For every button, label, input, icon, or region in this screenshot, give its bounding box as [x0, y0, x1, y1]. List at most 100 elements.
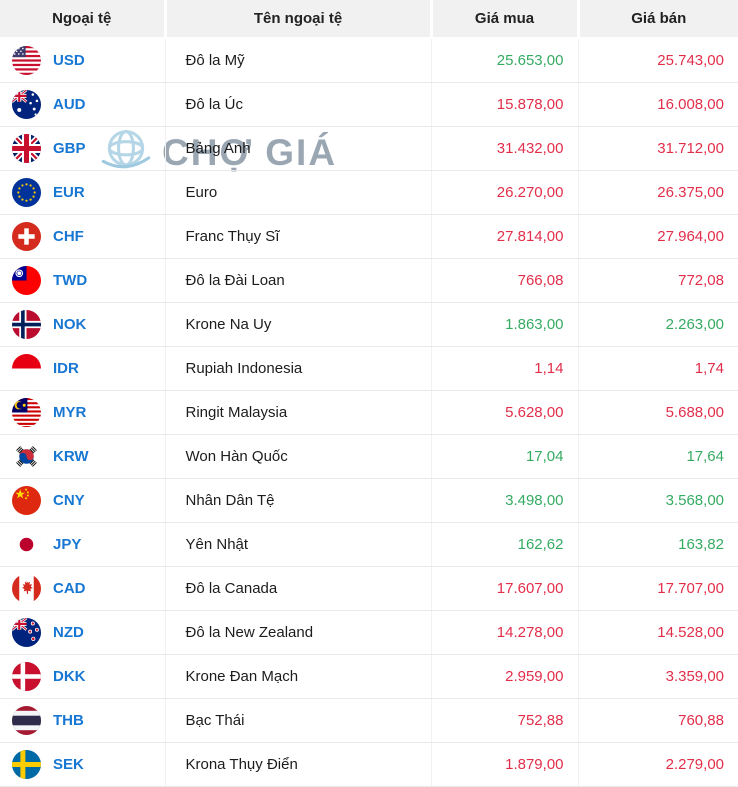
currency-code-link[interactable]: KRW [53, 447, 89, 465]
header-sell-price: Giá bán [578, 0, 738, 39]
flag-icon [12, 133, 41, 163]
table-row: GBP Bảng Anh 31.432,00 31.712,00 [0, 126, 738, 171]
header-buy-price: Giá mua [431, 0, 580, 39]
sell-price: 2.279,00 [578, 742, 738, 787]
sell-price: 5.688,00 [578, 390, 738, 435]
currency-code-link[interactable]: TWD [53, 271, 88, 289]
flag-icon [12, 353, 41, 383]
buy-price: 25.653,00 [431, 38, 579, 83]
table-row: MYR Ringit Malaysia 5.628,00 5.688,00 [0, 390, 738, 435]
buy-price: 26.270,00 [431, 170, 579, 215]
table-row: DKK Krone Đan Mạch 2.959,00 3.359,00 [0, 654, 738, 699]
sell-price: 3.359,00 [578, 654, 738, 699]
buy-price: 27.814,00 [431, 214, 579, 259]
currency-code-link[interactable]: DKK [53, 667, 86, 685]
flag-icon [12, 617, 41, 647]
sell-price: 31.712,00 [578, 126, 738, 171]
currency-name: Won Hàn Quốc [165, 434, 432, 479]
currency-code-link[interactable]: CAD [53, 579, 86, 597]
flag-icon [12, 397, 41, 427]
header-currency: Ngoại tệ [0, 0, 167, 39]
buy-price: 17,04 [431, 434, 579, 479]
table-row: TWD Đô la Đài Loan 766,08 772,08 [0, 258, 738, 303]
currency-name: Ringit Malaysia [165, 390, 432, 435]
currency-code-link[interactable]: JPY [53, 535, 82, 553]
currency-name: Đô la New Zealand [165, 610, 432, 655]
currency-code-link[interactable]: GBP [53, 139, 86, 157]
table-row: USD Đô la Mỹ 25.653,00 25.743,00 [0, 38, 738, 83]
flag-icon [12, 45, 41, 75]
flag-icon [12, 309, 41, 339]
table-row: NOK Krone Na Uy 1.863,00 2.263,00 [0, 302, 738, 347]
table-row: SEK Krona Thụy Điển 1.879,00 2.279,00 [0, 742, 738, 787]
flag-icon [12, 177, 41, 207]
currency-code-link[interactable]: THB [53, 711, 84, 729]
buy-price: 752,88 [431, 698, 579, 743]
sell-price: 163,82 [578, 522, 738, 567]
table-row: THB Bạc Thái 752,88 760,88 [0, 698, 738, 743]
currency-name: Krone Đan Mạch [165, 654, 432, 699]
currency-name: Đô la Úc [165, 82, 432, 127]
table-row: CNY Nhân Dân Tệ 3.498,00 3.568,00 [0, 478, 738, 523]
table-row: EUR Euro 26.270,00 26.375,00 [0, 170, 738, 215]
currency-code-link[interactable]: NOK [53, 315, 87, 333]
buy-price: 1,14 [431, 346, 579, 391]
currency-name: Bảng Anh [165, 126, 432, 171]
buy-price: 2.959,00 [431, 654, 579, 699]
header-currency-name: Tên ngoại tệ [165, 0, 433, 39]
table-header-row: Ngoại tệ Tên ngoại tệ Giá mua Giá bán [0, 0, 738, 39]
buy-price: 3.498,00 [431, 478, 579, 523]
table-row: CAD Đô la Canada 17.607,00 17.707,00 [0, 566, 738, 611]
flag-icon [12, 265, 41, 295]
currency-code-link[interactable]: NZD [53, 623, 84, 641]
currency-name: Rupiah Indonesia [165, 346, 432, 391]
currency-name: Euro [165, 170, 432, 215]
currency-code-link[interactable]: CNY [53, 491, 85, 509]
sell-price: 14.528,00 [578, 610, 738, 655]
buy-price: 31.432,00 [431, 126, 579, 171]
currency-name: Krona Thụy Điển [165, 742, 432, 787]
currency-code-link[interactable]: SEK [53, 755, 84, 773]
currency-name: Krone Na Uy [165, 302, 432, 347]
buy-price: 15.878,00 [431, 82, 579, 127]
sell-price: 760,88 [578, 698, 738, 743]
currency-code-link[interactable]: MYR [53, 403, 87, 421]
flag-icon [12, 529, 41, 559]
currency-name: Bạc Thái [165, 698, 432, 743]
buy-price: 17.607,00 [431, 566, 579, 611]
sell-price: 1,74 [578, 346, 738, 391]
currency-code-link[interactable]: USD [53, 51, 85, 69]
currency-name: Yên Nhật [165, 522, 432, 567]
buy-price: 766,08 [431, 258, 579, 303]
flag-icon [12, 749, 41, 779]
flag-icon [12, 441, 41, 471]
sell-price: 16.008,00 [578, 82, 738, 127]
table-row: CHF Franc Thụy Sĩ 27.814,00 27.964,00 [0, 214, 738, 259]
currency-code-link[interactable]: CHF [53, 227, 84, 245]
table-row: AUD Đô la Úc 15.878,00 16.008,00 [0, 82, 738, 127]
table-row: JPY Yên Nhật 162,62 163,82 [0, 522, 738, 567]
currency-name: Đô la Đài Loan [165, 258, 432, 303]
buy-price: 1.863,00 [431, 302, 579, 347]
buy-price: 162,62 [431, 522, 579, 567]
buy-price: 1.879,00 [431, 742, 579, 787]
currency-code-link[interactable]: AUD [53, 95, 86, 113]
currency-name: Nhân Dân Tệ [165, 478, 432, 523]
currency-code-link[interactable]: EUR [53, 183, 85, 201]
sell-price: 27.964,00 [578, 214, 738, 259]
sell-price: 26.375,00 [578, 170, 738, 215]
sell-price: 3.568,00 [578, 478, 738, 523]
sell-price: 25.743,00 [578, 38, 738, 83]
buy-price: 14.278,00 [431, 610, 579, 655]
flag-icon [12, 485, 41, 515]
currency-code-link[interactable]: IDR [53, 359, 79, 377]
flag-icon [12, 221, 41, 251]
flag-icon [12, 89, 41, 119]
currency-name: Đô la Canada [165, 566, 432, 611]
table-row: NZD Đô la New Zealand 14.278,00 14.528,0… [0, 610, 738, 655]
currency-name: Đô la Mỹ [165, 38, 432, 83]
sell-price: 772,08 [578, 258, 738, 303]
flag-icon [12, 573, 41, 603]
